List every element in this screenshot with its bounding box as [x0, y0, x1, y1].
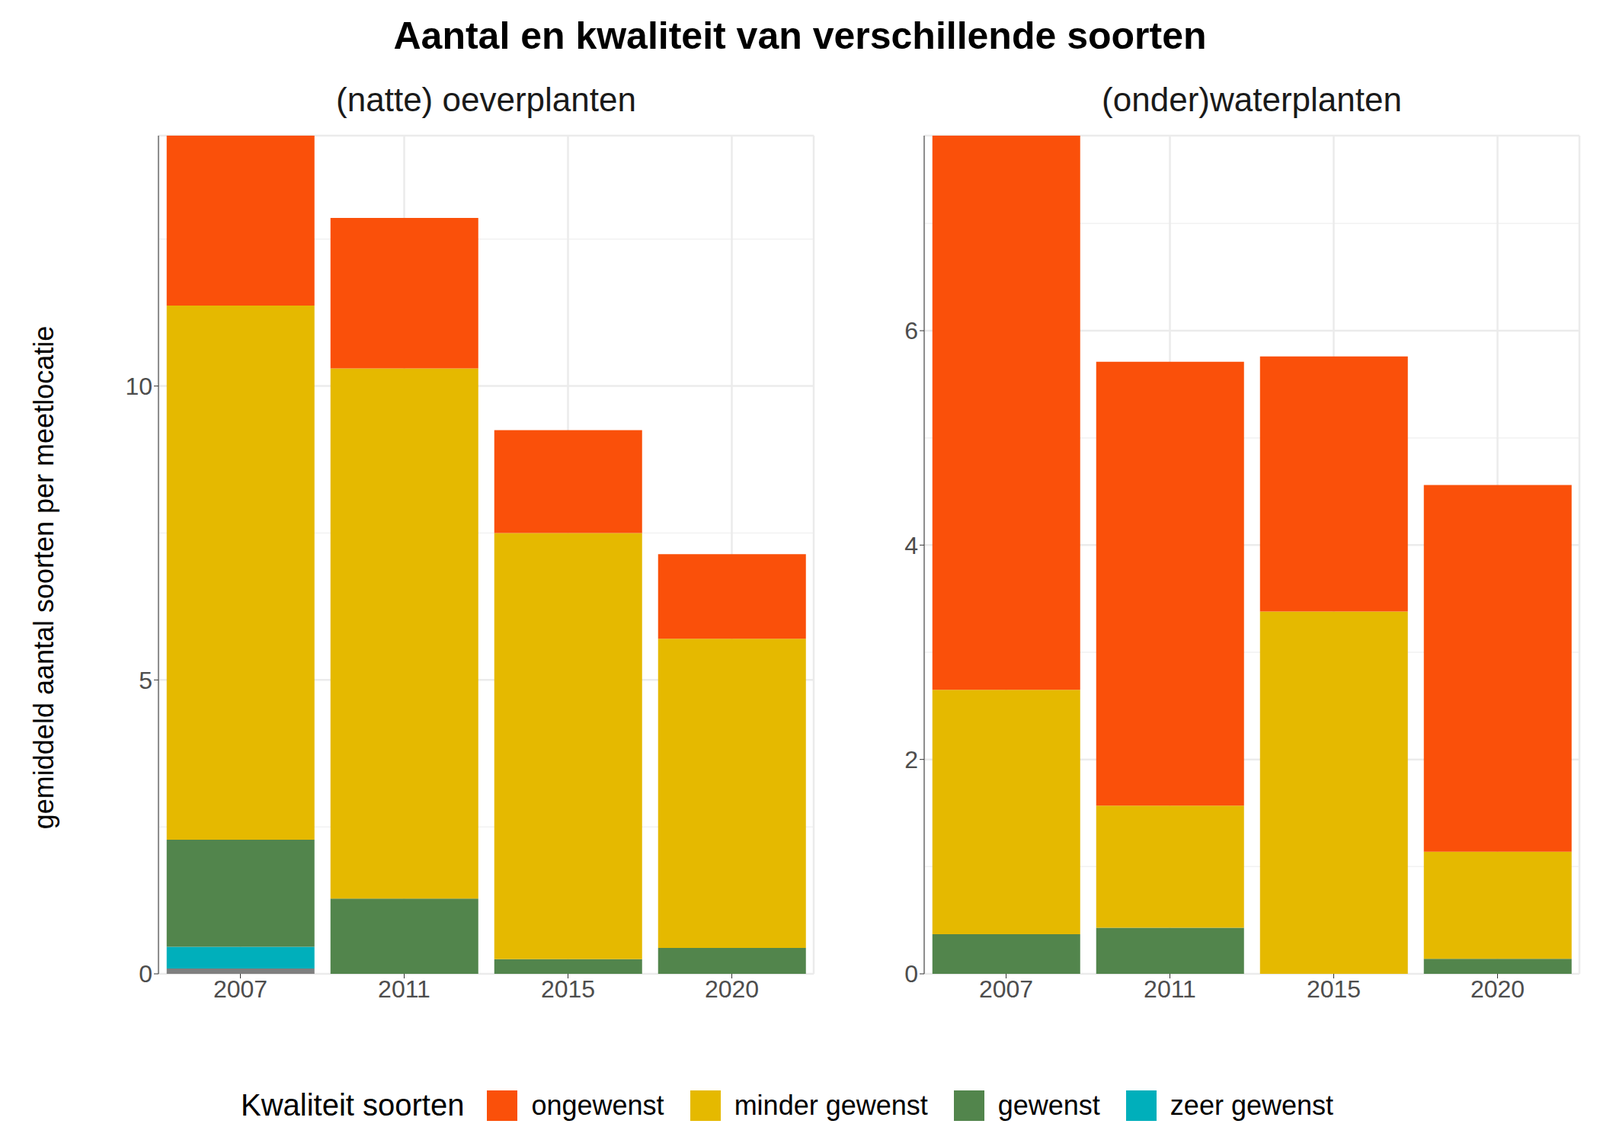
svg-text:10: 10	[124, 372, 153, 400]
svg-text:2011: 2011	[1143, 975, 1197, 1003]
svg-text:2: 2	[904, 745, 919, 774]
html-text:zeer gewenst: zeer gewenst	[1170, 1089, 1334, 1121]
svg-text:2020: 2020	[1470, 975, 1525, 1003]
svg-text:2020: 2020	[704, 975, 759, 1003]
svg-text:2007: 2007	[979, 975, 1034, 1003]
svg-text:0: 0	[138, 960, 153, 988]
html-text:gewenst: gewenst	[997, 1089, 1101, 1121]
html-text:(onder)waterplanten: (onder)waterplanten	[1101, 80, 1402, 119]
svg-text:5: 5	[138, 666, 153, 695]
html-text:(natte) oeverplanten: (natte) oeverplanten	[336, 80, 637, 119]
svg-text:2015: 2015	[1306, 975, 1361, 1003]
svg-text:2007: 2007	[213, 975, 268, 1003]
svg-text:6: 6	[904, 316, 919, 345]
svg-text:0: 0	[904, 960, 919, 988]
svg-text:2015: 2015	[540, 975, 596, 1003]
html-text:Aantal en kwaliteit van versch: Aantal en kwaliteit van verschillende so…	[393, 14, 1207, 58]
html-text:minder gewenst: minder gewenst	[734, 1089, 928, 1121]
html-text:ongewenst: ongewenst	[531, 1089, 665, 1121]
svg-text:2011: 2011	[377, 975, 431, 1003]
html-text:Kwaliteit soorten: Kwaliteit soorten	[240, 1088, 465, 1122]
html-text:gemiddeld aantal soorten per m: gemiddeld aantal soorten per meetlocatie	[28, 325, 60, 830]
svg-text:4: 4	[904, 531, 919, 560]
